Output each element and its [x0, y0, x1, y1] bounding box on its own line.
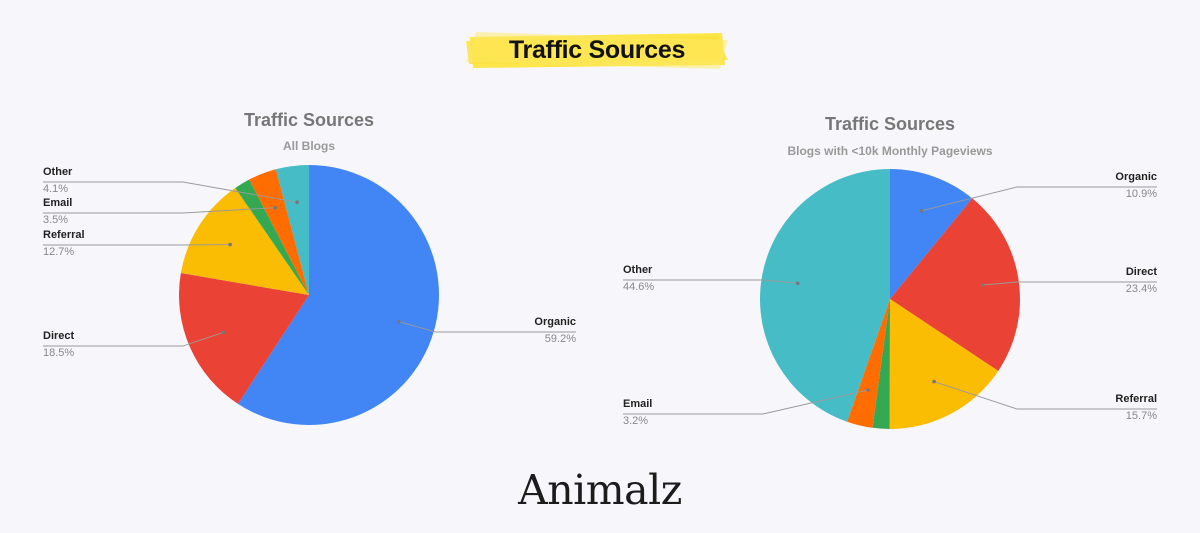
leader-line	[623, 389, 869, 415]
leader-dot	[295, 200, 299, 204]
leader-line	[43, 181, 298, 203]
highlighter-stroke	[466, 32, 728, 69]
slice-label-referral: Referral 12.7%	[43, 229, 232, 258]
leader-dot	[396, 319, 401, 324]
slice-label-direct: Direct 18.5%	[43, 330, 225, 359]
pie-chart-all-blogs: Traffic Sources All Blogs Organic 59.2% Di…	[43, 110, 576, 425]
pie-slice-other	[275, 165, 309, 295]
slice-label-value: 10.9%	[1126, 188, 1157, 200]
pie	[760, 169, 1021, 430]
pie-slice-direct	[890, 198, 1021, 371]
chart-subtitle: All Blogs	[283, 139, 335, 153]
pie-slice-referral	[889, 299, 999, 430]
leader-dot	[273, 205, 278, 210]
slice-label-value: 3.2%	[623, 415, 648, 427]
leader-dot	[795, 281, 800, 286]
chart-title: Traffic Sources	[244, 110, 374, 130]
slice-label-name: Organic	[1115, 171, 1157, 183]
leader-line	[398, 321, 576, 333]
leader-line	[43, 331, 224, 347]
slice-label-direct: Direct 23.4%	[980, 266, 1158, 295]
slice-label-value: 12.7%	[43, 246, 74, 258]
slice-label-value: 15.7%	[1126, 410, 1157, 422]
pie-chart-small-blogs: Traffic Sources Blogs with <10k Monthly …	[623, 114, 1158, 430]
slice-label-organic: Organic 59.2%	[396, 316, 576, 345]
leader-dot	[932, 379, 936, 384]
slice-label-value: 59.2%	[545, 333, 576, 345]
leader-line	[982, 281, 1157, 286]
leader-dot	[919, 209, 924, 213]
slice-label-value: 3.5%	[43, 214, 68, 226]
leader-dot	[866, 388, 870, 392]
pie-slice-unlabeled-3	[235, 179, 309, 295]
slice-label-other: Other 44.6%	[623, 264, 800, 293]
leader-dot	[228, 242, 232, 247]
slice-label-email: Email 3.2%	[623, 388, 870, 427]
slice-label-value: 18.5%	[43, 347, 74, 359]
slice-label-name: Other	[623, 264, 653, 276]
slice-label-name: Referral	[1115, 393, 1157, 405]
slice-label-name: Other	[43, 166, 73, 178]
slice-label-name: Email	[623, 398, 652, 410]
slice-label-other: Other 4.1%	[43, 166, 299, 204]
slice-label-email: Email 3.5%	[43, 197, 278, 226]
pie-slice-other	[760, 169, 890, 422]
slice-label-value: 23.4%	[1126, 283, 1157, 295]
pie-slice-direct	[179, 273, 309, 404]
slice-label-referral: Referral 15.7%	[932, 379, 1157, 422]
pie-slice-organic	[890, 169, 973, 299]
slice-label-name: Referral	[43, 229, 85, 241]
leader-dot	[221, 330, 225, 335]
chart-title: Traffic Sources	[825, 114, 955, 134]
slice-label-name: Email	[43, 197, 72, 209]
slice-label-name: Direct	[43, 330, 75, 342]
pie-slice-email	[249, 169, 309, 295]
pie-slice-referral	[180, 187, 309, 295]
slice-label-value: 44.6%	[623, 281, 654, 293]
leader-line	[43, 207, 276, 214]
slice-label-value: 4.1%	[43, 183, 68, 195]
pie-slice-unlabeled-3	[872, 299, 890, 429]
leader-line	[623, 279, 798, 284]
pie-slice-organic	[237, 165, 439, 425]
chart-subtitle: Blogs with <10k Monthly Pageviews	[787, 144, 992, 158]
slice-label-name: Direct	[1126, 266, 1158, 278]
pie	[179, 165, 439, 425]
banner-title: Traffic Sources	[508, 35, 686, 64]
pie-slice-email	[847, 299, 890, 428]
leader-dot	[980, 283, 985, 287]
leader-line	[933, 381, 1157, 410]
slice-label-organic: Organic 10.9%	[919, 171, 1157, 213]
animalz-logo: Animalz	[518, 466, 682, 514]
title-banner: Traffic Sources	[466, 29, 728, 71]
slice-label-name: Organic	[534, 316, 576, 328]
leader-line	[921, 186, 1157, 212]
